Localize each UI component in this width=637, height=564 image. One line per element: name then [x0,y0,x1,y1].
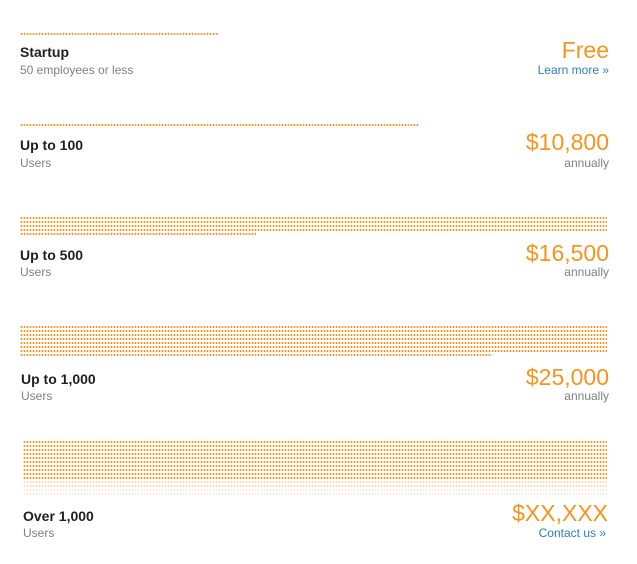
billing-period: annually [564,156,609,170]
tier-name: Over 1,000 [23,508,94,524]
dot-row [23,441,607,443]
billing-period: annually [564,389,609,403]
dot-row [23,449,607,451]
dot-row [20,229,607,231]
dot-row [20,334,607,336]
dot-row [23,457,607,459]
tier-subtitle: Users [20,265,52,279]
dot-row [20,354,492,356]
contact-us-link[interactable]: Contact us » [538,526,606,540]
learn-more-link[interactable]: Learn more » [537,63,609,77]
dot-row [23,489,607,491]
dot-row [20,338,607,340]
dot-row [23,445,607,447]
tier-name: Up to 1,000 [21,371,96,387]
tier-name: Up to 500 [20,247,84,263]
dot-row [23,473,607,475]
dot-row [23,461,607,463]
dot-row [20,350,607,352]
tier-price: $25,000 [525,364,609,390]
tier-name: Up to 100 [20,137,84,153]
tier-subtitle: 50 employees or less [20,63,134,77]
dot-row [23,469,607,471]
dot-row [20,33,219,35]
tier-price: $16,500 [525,240,609,266]
tier-subtitle: Users [23,526,55,540]
billing-period: annually [564,265,609,279]
dot-row [20,342,607,344]
dot-row [20,330,607,332]
dot-row [23,493,607,495]
dot-row [23,477,607,479]
dot-row [20,217,607,219]
dot-row [20,225,607,227]
dot-row [23,453,607,455]
dot-row [23,485,607,487]
tier-price: $XX,XXX [512,500,608,526]
dot-row [23,481,607,483]
tier-price: $10,800 [525,129,609,155]
tier-price: Free [561,37,609,63]
dot-row [20,233,256,235]
dot-row [23,465,607,467]
dot-row [20,221,607,223]
tier-name: Startup [20,44,69,60]
dot-row [20,124,419,126]
tier-subtitle: Users [21,389,53,403]
dot-row [20,326,607,328]
dot-row [20,346,607,348]
tier-subtitle: Users [20,156,52,170]
